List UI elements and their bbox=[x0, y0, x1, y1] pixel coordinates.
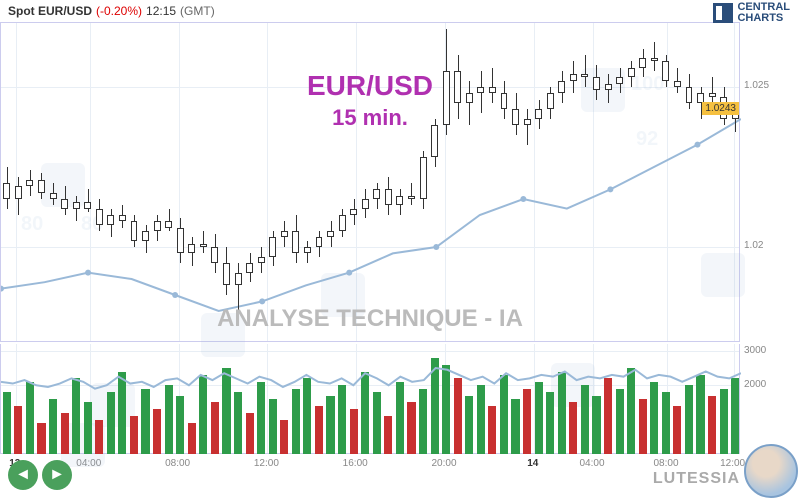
lutessia-brand: LUTESSIA bbox=[653, 470, 740, 488]
logo-icon bbox=[713, 3, 733, 23]
symbol-label: Spot EUR/USD bbox=[8, 4, 92, 18]
brand-logo: CENTRALCHARTS bbox=[713, 2, 790, 24]
time-label: 12:15 bbox=[146, 4, 176, 18]
change-label: (-0.20%) bbox=[96, 4, 142, 18]
nav-arrows: ◄ ► bbox=[8, 460, 72, 490]
price-chart[interactable]: 8080100921.0243 bbox=[0, 22, 740, 342]
time-x-axis: 1304:0008:0012:0016:0020:001404:0008:001… bbox=[0, 456, 740, 476]
timezone-label: (GMT) bbox=[180, 4, 215, 18]
avatar-icon bbox=[744, 444, 798, 498]
logo-text: CENTRALCHARTS bbox=[737, 2, 790, 24]
volume-chart[interactable] bbox=[0, 344, 740, 454]
nav-next-button[interactable]: ► bbox=[42, 460, 72, 490]
nav-prev-button[interactable]: ◄ bbox=[8, 460, 38, 490]
chart-header: Spot EUR/USD (-0.20%) 12:15 (GMT) bbox=[0, 0, 800, 22]
price-y-axis: 1.021.025 bbox=[740, 22, 800, 342]
volume-y-axis: 20003000 bbox=[740, 344, 800, 454]
